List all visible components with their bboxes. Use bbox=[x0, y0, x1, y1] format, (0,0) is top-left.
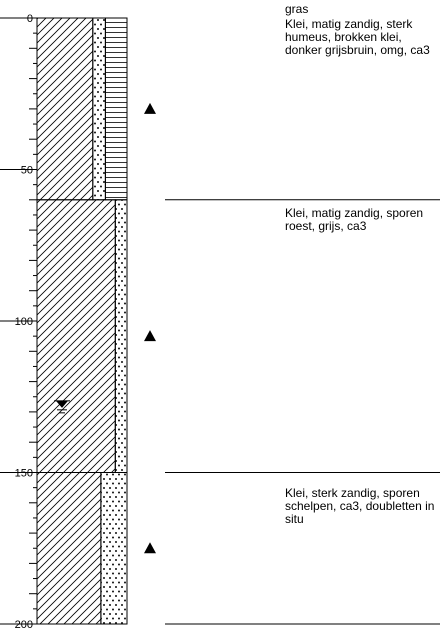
layer-description-1: gras Klei, matig zandig, sterk humeus, b… bbox=[285, 3, 435, 59]
layer-header: gras bbox=[285, 2, 309, 16]
soil-layers bbox=[36, 17, 128, 625]
layer-2-hatch-fill bbox=[36, 199, 116, 474]
sample-markers bbox=[144, 102, 156, 554]
layer-3-dots-fill bbox=[100, 472, 128, 625]
depth-label: 150 bbox=[15, 468, 33, 480]
layer-description-text: Klei, matig zandig, sterk humeus, brokke… bbox=[285, 17, 430, 57]
groundwater-level bbox=[54, 400, 70, 414]
depth-label: 50 bbox=[21, 165, 33, 177]
layer-description-3: Klei, sterk zandig, sporen schelpen, ca3… bbox=[285, 485, 435, 528]
layer-description-text: Klei, matig zandig, sporen roest, grijs,… bbox=[285, 205, 424, 233]
sample-marker bbox=[144, 542, 156, 554]
layer-2-dots-fill bbox=[114, 199, 128, 474]
layer-description-text: Klei, sterk zandig, sporen schelpen, ca3… bbox=[285, 485, 435, 526]
layer-1-hatch-fill bbox=[36, 17, 94, 201]
groundwater-triangle bbox=[56, 400, 68, 408]
depth-label: 200 bbox=[15, 619, 33, 631]
layer-separators bbox=[165, 199, 440, 625]
layer-3-hatch-fill bbox=[36, 472, 102, 625]
sample-marker bbox=[144, 330, 156, 342]
layer-1-dots-fill bbox=[92, 17, 106, 201]
layer-description-2: Klei, matig zandig, sporen roest, grijs,… bbox=[285, 205, 435, 235]
sample-marker bbox=[144, 102, 156, 114]
depth-axis: 0 50 100 150 200 bbox=[0, 13, 38, 631]
depth-label: 100 bbox=[15, 316, 33, 328]
layer-1-lines-fill bbox=[104, 17, 128, 201]
depth-label: 0 bbox=[27, 13, 33, 25]
